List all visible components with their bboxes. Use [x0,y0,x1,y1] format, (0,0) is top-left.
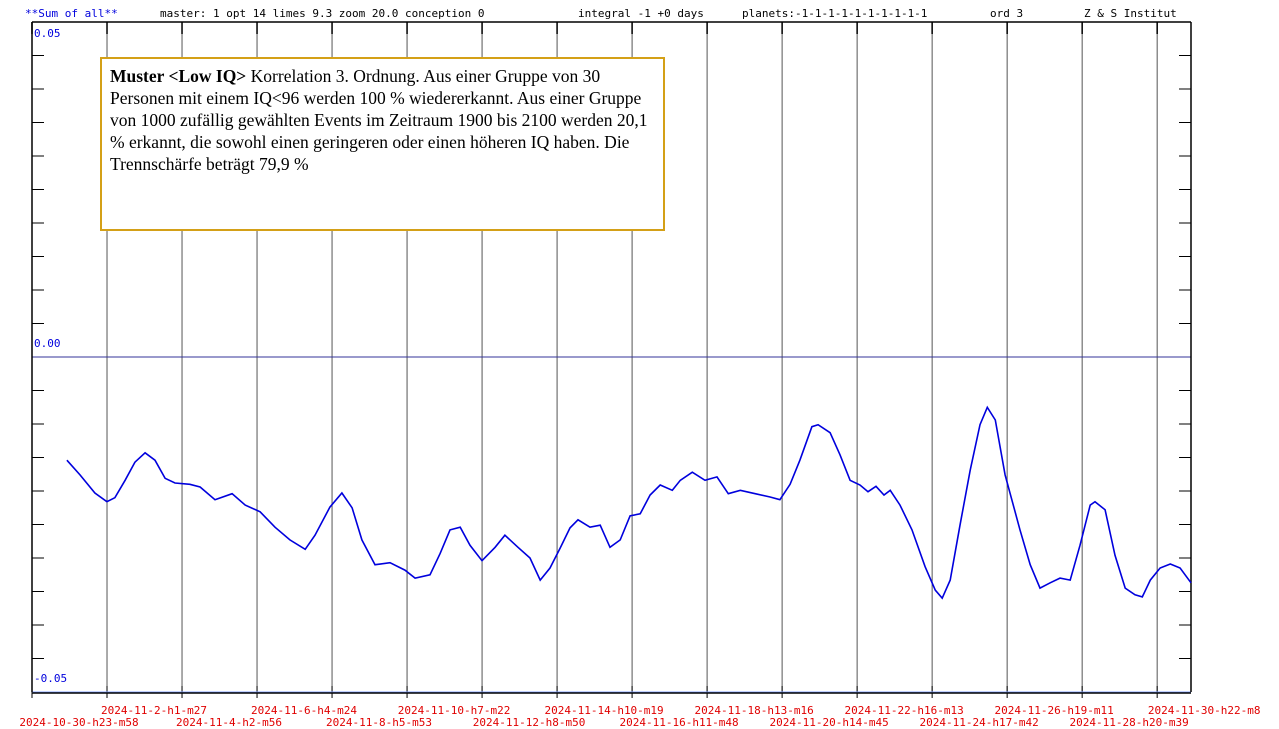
x-tick-label: 2024-11-6-h4-m24 [251,704,357,717]
x-tick-label: 2024-11-10-h7-m22 [398,704,511,717]
header-text: ord 3 [990,7,1023,20]
x-tick-label: 2024-11-24-h17-m42 [920,716,1039,729]
x-tick-label: 2024-11-20-h14-m45 [770,716,889,729]
annotation-text: Korrelation 3. Ordnung. Aus einer Gruppe… [110,66,648,174]
y-tick-label: -0.05 [34,672,67,685]
x-tick-label: 2024-10-30-h23-m58 [19,716,138,729]
x-tick-label: 2024-11-2-h1-m27 [101,704,207,717]
x-tick-label: 2024-11-26-h19-m11 [995,704,1114,717]
y-tick-label: 0.05 [34,27,61,40]
header-text: integral -1 +0 days [578,7,704,20]
x-tick-label: 2024-11-14-h10-m19 [544,704,663,717]
header-text: Z & S Institut [1084,7,1177,20]
x-tick-label: 2024-11-22-h16-m13 [845,704,964,717]
header-text: master: 1 opt 14 limes 9.3 zoom 20.0 con… [160,7,485,20]
x-tick-label: 2024-11-8-h5-m53 [326,716,432,729]
data-line [66,405,1192,600]
y-tick-label: 0.00 [34,337,61,350]
x-tick-label: 2024-11-4-h2-m56 [176,716,282,729]
x-tick-label: 2024-11-28-h20-m39 [1070,716,1189,729]
chart-title: **Sum of all** [25,7,118,20]
x-tick-label: 2024-11-16-h11-m48 [619,716,738,729]
annotation: Muster <Low IQ> Korrelation 3. Ordnung. … [100,57,665,231]
x-tick-label: 2024-11-30-h22-m8 [1148,704,1261,717]
header-text: planets:-1-1-1-1-1-1-1-1-1-1 [742,7,927,20]
x-tick-label: 2024-11-12-h8-m50 [473,716,586,729]
x-tick-label: 2024-11-18-h13-m16 [694,704,813,717]
annotation-title: Muster <Low IQ> [110,66,247,86]
